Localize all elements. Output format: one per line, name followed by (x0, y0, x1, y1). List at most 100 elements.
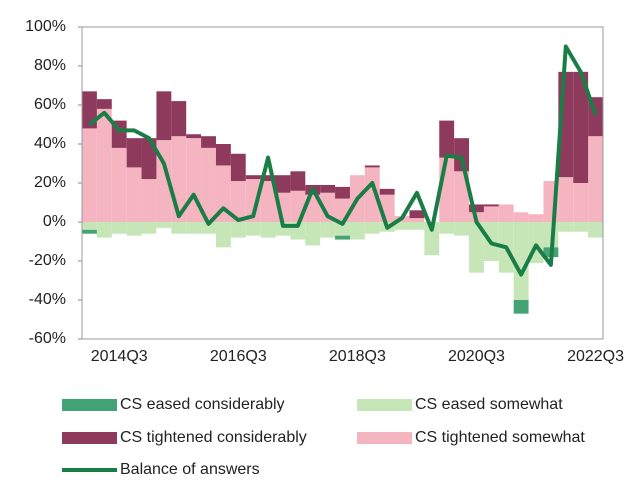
bar (260, 222, 276, 238)
bar (96, 222, 112, 238)
x-tick-label: 2022Q3 (567, 348, 624, 365)
bar (439, 222, 455, 234)
bar (141, 222, 157, 234)
bar (528, 214, 544, 222)
bar (573, 222, 589, 232)
bar (424, 222, 440, 256)
bar (558, 177, 574, 222)
bar (201, 222, 216, 234)
bar (215, 144, 231, 166)
bar (483, 206, 499, 222)
bar (439, 120, 455, 158)
bar (260, 175, 276, 182)
bar (126, 222, 142, 236)
bar (379, 188, 395, 195)
bar (111, 147, 127, 222)
legend-swatch (62, 399, 117, 411)
legend-swatch (62, 432, 117, 444)
bar (230, 222, 246, 238)
bar (513, 212, 529, 222)
legend-label: CS eased considerably (120, 396, 285, 413)
bar (186, 138, 202, 222)
bar (201, 147, 216, 222)
bar (335, 222, 350, 236)
bar (335, 235, 350, 240)
bar (230, 153, 246, 182)
bar (275, 175, 291, 193)
bar (126, 167, 142, 222)
bar (454, 222, 470, 236)
bar (320, 192, 336, 222)
bar (82, 229, 97, 234)
bar (171, 222, 187, 234)
x-tick-label: 2016Q3 (210, 348, 267, 365)
bar (335, 186, 350, 199)
bar (320, 184, 336, 193)
bar (364, 222, 380, 234)
bar (82, 128, 97, 222)
bar (454, 138, 470, 172)
bar (141, 179, 157, 222)
bar (349, 222, 365, 240)
y-tick-label: 100% (25, 18, 66, 35)
bar (186, 222, 202, 234)
bar (156, 222, 172, 228)
plot-frame (81, 26, 604, 340)
bar (290, 171, 306, 191)
bar (498, 204, 514, 222)
y-tick-label: 60% (34, 96, 66, 113)
bar (126, 138, 142, 168)
bar (409, 222, 425, 230)
bar (245, 175, 261, 180)
bar (364, 167, 380, 222)
legend-label: CS tightened considerably (120, 429, 307, 446)
bar (573, 71, 589, 183)
bar (394, 222, 410, 230)
bar (483, 204, 499, 207)
y-tick-label: -20% (29, 252, 66, 269)
bar (513, 222, 529, 300)
bar (469, 222, 484, 273)
legend-label: Balance of answers (120, 461, 260, 478)
x-tick-label: 2020Q3 (448, 348, 505, 365)
bar (245, 179, 261, 222)
y-tick-label: -60% (29, 330, 66, 347)
bar (454, 171, 470, 222)
bar (588, 222, 603, 238)
x-tick-label: 2014Q3 (91, 348, 148, 365)
y-tick-label: 40% (34, 135, 66, 152)
bar (201, 136, 216, 148)
legend-swatch (357, 399, 412, 411)
bar (96, 108, 112, 222)
y-tick-label: 80% (34, 57, 66, 74)
legend-label: CS tightened somewhat (415, 429, 585, 446)
bar (96, 99, 112, 109)
y-tick-label: -40% (29, 291, 66, 308)
bar (111, 222, 127, 234)
bar (320, 222, 336, 238)
bar (215, 165, 231, 222)
bar (558, 222, 574, 232)
bar (245, 222, 261, 236)
bar (186, 134, 202, 139)
bar (230, 181, 246, 222)
bar (409, 210, 425, 219)
bar (588, 136, 603, 222)
bar (156, 91, 172, 141)
bar (82, 222, 97, 230)
line (88, 44, 598, 277)
x-tick-label: 2018Q3 (329, 348, 386, 365)
bar (573, 183, 589, 222)
bar (305, 222, 321, 246)
y-tick-label: 0% (43, 213, 66, 230)
legend-label: CS eased somewhat (415, 396, 563, 413)
bar (141, 138, 157, 180)
bar (171, 101, 187, 137)
bar (364, 165, 380, 168)
bar (469, 204, 484, 213)
bar (409, 218, 425, 222)
legend-swatch (357, 432, 412, 444)
bar (215, 222, 231, 248)
y-tick-label: 20% (34, 174, 66, 191)
